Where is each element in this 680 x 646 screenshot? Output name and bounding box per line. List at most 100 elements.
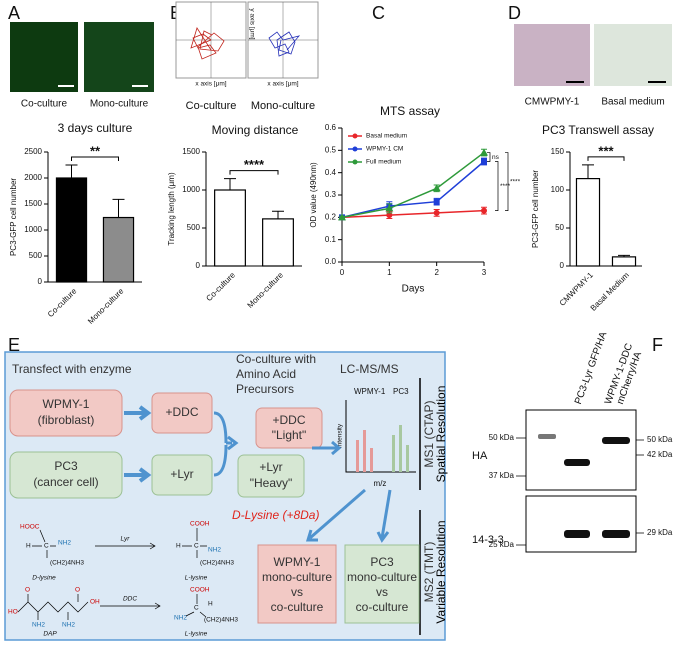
labeled-label: "Heavy" xyxy=(250,476,293,490)
arrow xyxy=(305,488,392,543)
significance: **** xyxy=(510,178,521,185)
result-label: PC3 xyxy=(370,555,394,569)
error-bar xyxy=(272,210,284,219)
band xyxy=(602,437,630,444)
micrograph xyxy=(84,22,154,92)
micrograph xyxy=(594,24,672,86)
peak xyxy=(370,448,373,472)
band xyxy=(564,530,590,538)
compound-name: D-lysine xyxy=(32,575,56,582)
error-bar xyxy=(112,198,125,218)
marker xyxy=(433,198,440,205)
result-label: co-culture xyxy=(356,600,409,614)
labeled-box xyxy=(237,454,305,498)
reaction-enzyme: DDC xyxy=(123,596,137,603)
series-line xyxy=(341,160,485,219)
x-tick-label: Co-culture xyxy=(46,286,79,319)
bar xyxy=(575,178,601,267)
atom: O xyxy=(75,587,80,594)
bar xyxy=(55,177,88,283)
significance: **** xyxy=(500,183,511,190)
y-tick-label: 0 xyxy=(38,277,43,286)
y-tick-label: 0 xyxy=(196,261,201,270)
marker xyxy=(432,184,441,192)
row-label: 14-3-3 xyxy=(472,534,504,546)
y-tick-label: 2500 xyxy=(24,147,42,156)
lane-label: PC3-Lyr GFP/HA xyxy=(573,330,610,406)
significance-bracket xyxy=(487,152,491,162)
atom: (CH2)4NH3 xyxy=(50,560,84,567)
result-label: mono-culture xyxy=(262,570,332,584)
atom: OH xyxy=(90,599,100,606)
diagram-header: Transfect with enzyme xyxy=(12,362,132,376)
bond xyxy=(17,594,89,620)
error-bar xyxy=(582,164,594,179)
enzyme-label: +Lyr xyxy=(170,467,193,481)
significance-bracket xyxy=(495,161,499,211)
y-axis-label: PC3-GFP cell number xyxy=(531,170,540,248)
y-axis-label: PC3-GFP cell number xyxy=(9,178,18,256)
cell-label: WPMY-1 xyxy=(43,397,90,411)
y-tick-label: 0.2 xyxy=(325,212,337,221)
diagram-header: Co-culture with xyxy=(236,352,316,366)
marker xyxy=(385,204,394,212)
x-tick-label: 3 xyxy=(482,268,487,277)
marker-label: 50 kDa xyxy=(489,433,515,442)
x-tick-label: Co-culture xyxy=(204,270,237,303)
x-axis-label: Days xyxy=(402,284,425,295)
x-tick-label: 1 xyxy=(387,268,392,277)
y-tick-label: 1500 xyxy=(182,147,200,156)
peak-label: WPMY-1 xyxy=(354,387,386,396)
result-box xyxy=(344,544,420,624)
chart-title: 3 days culture xyxy=(58,121,133,135)
error-bar xyxy=(65,164,78,178)
ms-label: MS2 (TMT) xyxy=(422,542,436,603)
atom: (CH2)4NH3 xyxy=(204,617,238,624)
atom: HO xyxy=(8,609,18,616)
peak xyxy=(363,430,366,472)
atom: COOH xyxy=(190,521,210,528)
labeled-label: +DDC xyxy=(272,413,305,427)
bond xyxy=(185,594,207,618)
chart-title: MTS assay xyxy=(380,104,440,118)
legend-label: WPMY-1 CM xyxy=(366,146,403,153)
blot-frame xyxy=(525,495,637,553)
cell-label: (fibroblast) xyxy=(38,413,95,427)
spectrum-xlabel: m/z xyxy=(374,479,387,488)
marker-label: 42 kDa xyxy=(647,450,673,459)
panel-label: E xyxy=(8,335,20,355)
image-label: Mono-culture xyxy=(251,100,315,112)
result-label: vs xyxy=(291,585,303,599)
x-tick-label: Mono-culture xyxy=(86,286,126,326)
result-label: WPMY-1 xyxy=(274,555,321,569)
band xyxy=(602,530,630,538)
error-bar xyxy=(224,178,236,190)
series-line xyxy=(341,151,485,219)
track-axis-label: x axis [μm] xyxy=(267,81,298,88)
y-tick-label: 0.3 xyxy=(325,190,337,199)
y-tick-label: 0.0 xyxy=(325,257,337,266)
cell-box xyxy=(9,451,123,499)
ms-label: Spatial Resolution xyxy=(434,386,448,483)
atom: H xyxy=(208,601,213,608)
compound-name: L-lysine xyxy=(185,631,208,638)
legend-marker xyxy=(352,159,358,165)
y-tick-label: 500 xyxy=(187,223,201,232)
arrow xyxy=(213,411,239,477)
result-label: vs xyxy=(376,585,388,599)
significance: *** xyxy=(598,143,614,158)
ladder-band xyxy=(538,434,556,439)
bar xyxy=(611,256,637,267)
ms-label: Variable Resolution xyxy=(434,520,448,623)
atom: NH2 xyxy=(62,622,75,629)
y-tick-label: 0.1 xyxy=(325,235,337,244)
peak-label: PC3 xyxy=(393,387,409,396)
peak xyxy=(356,440,359,472)
x-tick-label: 2 xyxy=(434,268,439,277)
x-tick-label: CMWPMY-1 xyxy=(558,270,596,308)
band xyxy=(564,459,590,466)
result-box xyxy=(257,544,337,624)
significance-bracket xyxy=(71,156,119,161)
significance: ** xyxy=(90,143,101,158)
legend-label: Full medium xyxy=(366,159,401,166)
